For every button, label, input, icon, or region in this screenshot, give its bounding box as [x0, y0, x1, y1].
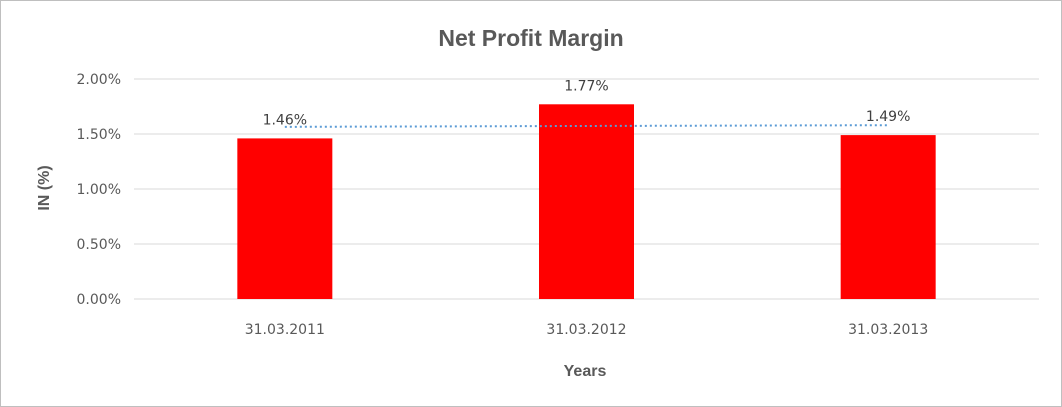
trendline-layer: [284, 124, 889, 128]
y-axis-title: IN (%): [36, 165, 53, 210]
x-axis-ticks: 31.03.2011 31.03.2012 31.03.2013: [245, 322, 929, 338]
bar: [539, 104, 634, 299]
data-label: 1.49%: [866, 109, 910, 125]
y-tick-label: 0.50%: [77, 237, 121, 253]
y-tick-label: 0.00%: [77, 292, 121, 308]
y-axis-ticks: 0.00% 0.50% 1.00% 1.50% 2.00%: [77, 72, 121, 308]
y-tick-label: 1.00%: [77, 182, 121, 198]
x-tick-label: 31.03.2013: [848, 322, 928, 338]
bar: [840, 135, 936, 299]
y-tick-label: 2.00%: [77, 72, 121, 88]
trendline: [284, 124, 889, 128]
data-label: 1.46%: [263, 112, 307, 128]
chart-title: Net Profit Margin: [438, 25, 623, 51]
x-tick-label: 31.03.2011: [245, 322, 325, 338]
bar: [237, 138, 333, 299]
data-label: 1.77%: [564, 78, 608, 94]
y-tick-label: 1.50%: [77, 127, 121, 143]
data-labels: 1.46% 1.77% 1.49%: [263, 78, 911, 128]
bars: [237, 104, 936, 299]
x-tick-label: 31.03.2012: [546, 322, 626, 338]
x-axis-title: Years: [564, 363, 607, 380]
